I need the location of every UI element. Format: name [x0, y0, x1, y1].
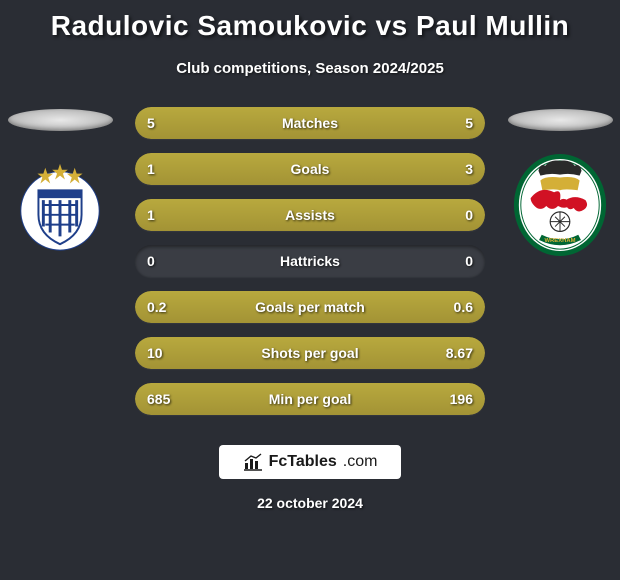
svg-text:WREXHAM: WREXHAM	[544, 238, 575, 244]
stat-value-right: 0	[465, 245, 473, 277]
stat-label: Hattricks	[135, 245, 485, 277]
brand-badge: FcTables .com	[219, 445, 402, 479]
subtitle: Club competitions, Season 2024/2025	[0, 60, 620, 77]
stat-row: 0.20.6Goals per match	[135, 291, 485, 323]
page-title: Radulovic Samoukovic vs Paul Mullin	[0, 0, 620, 42]
stat-value-right: 5	[465, 107, 473, 139]
stat-bar-right	[223, 291, 486, 323]
date-label: 22 october 2024	[257, 495, 363, 511]
right-team-crest: WREXHAM	[511, 156, 609, 254]
stat-value-right: 196	[450, 383, 473, 415]
stat-row: 108.67Shots per goal	[135, 337, 485, 369]
stat-row: 685196Min per goal	[135, 383, 485, 415]
brand-chart-icon	[243, 453, 263, 471]
platform-ellipse-left	[8, 109, 113, 131]
platform-ellipse-right	[508, 109, 613, 131]
stat-value-right: 8.67	[446, 337, 473, 369]
stat-value-left: 0.2	[147, 291, 166, 323]
brand-name: FcTables	[269, 453, 337, 471]
stat-bar-right	[310, 107, 485, 139]
footer: FcTables .com 22 october 2024	[0, 445, 620, 511]
stat-bar-left	[135, 383, 407, 415]
stat-bar-right	[223, 153, 486, 185]
stat-bar-left	[135, 107, 310, 139]
stat-row: 55Matches	[135, 107, 485, 139]
stat-value-left: 1	[147, 199, 155, 231]
stat-bar-left	[135, 337, 323, 369]
left-team-crest	[11, 156, 109, 254]
stat-row: 10Assists	[135, 199, 485, 231]
stats-list: 55Matches13Goals10Assists00Hattricks0.20…	[135, 107, 485, 415]
stat-value-left: 5	[147, 107, 155, 139]
stat-value-right: 0	[465, 199, 473, 231]
stat-value-right: 3	[465, 153, 473, 185]
stat-row: 0 0Hattricks	[135, 245, 485, 277]
stat-value-left: 10	[147, 337, 163, 369]
comparison-panel: WREXHAM 55Matches13Goals10Assists00Hattr…	[0, 107, 620, 437]
stat-value-left: 1	[147, 153, 155, 185]
stat-value-right: 0.6	[454, 291, 473, 323]
stat-value-left: 685	[147, 383, 170, 415]
stat-value-left: 0	[147, 245, 155, 277]
left-player-column	[0, 107, 120, 254]
right-player-column: WREXHAM	[500, 107, 620, 254]
stat-bar-right	[407, 383, 485, 415]
stat-bar-left	[135, 199, 485, 231]
stat-row: 13Goals	[135, 153, 485, 185]
brand-suffix: .com	[343, 453, 378, 471]
